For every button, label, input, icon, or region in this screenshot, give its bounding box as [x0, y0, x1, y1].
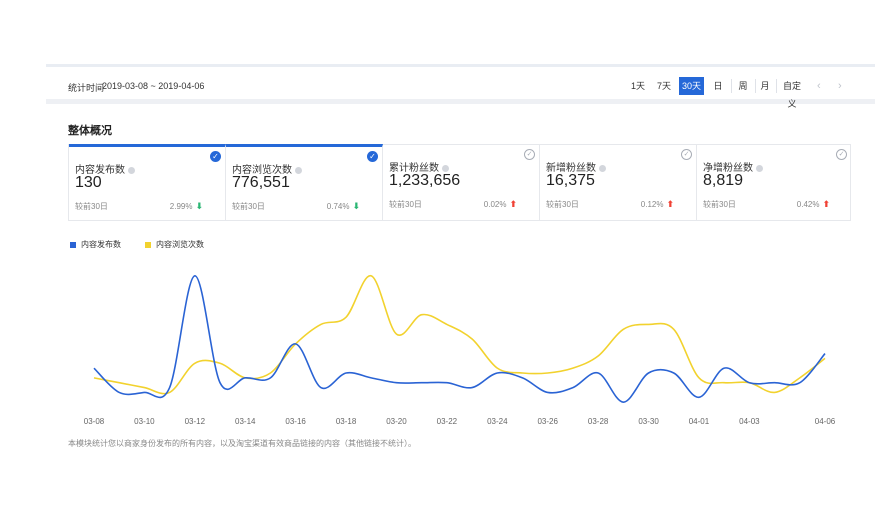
x-tick-label: 03-28: [588, 417, 609, 426]
x-tick-label: 04-06: [815, 417, 836, 426]
card-value: 1,233,656: [389, 172, 461, 189]
x-tick-label: 04-03: [739, 417, 760, 426]
card-compare-label: 较前30日: [232, 202, 265, 211]
x-tick-label: 03-12: [185, 417, 206, 426]
x-tick-label: 03-16: [285, 417, 306, 426]
info-icon[interactable]: [756, 164, 763, 172]
card-compare-label: 较前30日: [546, 200, 579, 209]
overview-panel: 统计时间 2019-03-08 ~ 2019-04-06 1天 7天 30天 日…: [46, 64, 875, 464]
chevron-left-icon[interactable]: ‹: [817, 80, 821, 92]
card-title: 净增粉丝数: [703, 159, 763, 174]
card-change: 0.02% ⬆: [483, 199, 517, 209]
card-change: 0.42% ⬆: [796, 199, 830, 209]
checkmark-icon: ✓: [836, 149, 847, 160]
x-tick-label: 03-30: [638, 417, 659, 426]
card-title: 内容浏览次数: [232, 161, 302, 176]
card-value: 16,375: [546, 172, 595, 189]
metric-card-total-fans[interactable]: ✓ 累计粉丝数 1,233,656 较前30日 0.02% ⬆: [383, 145, 540, 220]
legend-item-views[interactable]: 内容浏览次数: [145, 239, 204, 250]
card-change: 0.12% ⬆: [640, 199, 674, 209]
period-month[interactable]: 月: [760, 81, 770, 91]
card-value: 776,551: [232, 174, 290, 191]
info-icon[interactable]: [442, 164, 449, 172]
range-label: 统计时间: [68, 83, 105, 93]
custom-range-button[interactable]: 自定义: [782, 81, 801, 109]
card-compare-label: 较前30日: [703, 200, 736, 209]
metric-card-views[interactable]: ✓ 内容浏览次数 776,551 较前30日 0.74% ⬇: [226, 144, 383, 221]
toolbar-divider: [755, 79, 756, 93]
period-1day[interactable]: 1天: [630, 81, 645, 91]
checkmark-icon: ✓: [210, 151, 221, 162]
card-title: 累计粉丝数: [389, 159, 449, 174]
x-tick-label: 03-18: [336, 417, 357, 426]
metric-card-net-fans[interactable]: ✓ 净增粉丝数 8,819 较前30日 0.42% ⬆: [697, 145, 852, 220]
metric-card-new-fans[interactable]: ✓ 新增粉丝数 16,375 较前30日 0.12% ⬆: [540, 145, 697, 220]
x-tick-label: 03-26: [537, 417, 558, 426]
period-30day[interactable]: 30天: [679, 77, 704, 95]
card-value: 8,819: [703, 172, 744, 189]
x-tick-label: 03-08: [84, 417, 105, 426]
x-tick-label: 03-10: [134, 417, 155, 426]
legend-item-posts[interactable]: 内容发布数: [70, 239, 121, 250]
series-line-views: [93, 275, 826, 395]
checkmark-icon: ✓: [367, 151, 378, 162]
x-tick-label: 03-14: [235, 417, 256, 426]
arrow-down-icon: ⬇: [352, 201, 360, 211]
chevron-right-icon[interactable]: ›: [838, 80, 842, 92]
x-tick-label: 03-24: [487, 417, 508, 426]
info-icon[interactable]: [295, 166, 302, 174]
legend-swatch: [145, 241, 151, 248]
arrow-up-icon: ⬆: [666, 199, 674, 209]
section-title: 整体概况: [68, 125, 112, 137]
metric-cards: ✓ 内容发布数 130 较前30日 2.99% ⬇ ✓ 内容浏览次数 776,55…: [68, 144, 851, 221]
footnote: 本模块统计您以商家身份发布的所有内容，以及淘宝渠道有效商品链接的内容（其他链接不…: [68, 439, 416, 448]
range-value: 2019-03-08 ~ 2019-04-06: [102, 81, 205, 91]
info-icon[interactable]: [599, 164, 606, 172]
toolbar-divider: [731, 79, 732, 93]
info-icon[interactable]: [128, 166, 135, 174]
date-range-toolbar: 统计时间 2019-03-08 ~ 2019-04-06 1天 7天 30天 日…: [46, 67, 875, 109]
period-week[interactable]: 周: [738, 81, 748, 91]
x-tick-label: 03-22: [437, 417, 458, 426]
metric-card-posts[interactable]: ✓ 内容发布数 130 较前30日 2.99% ⬇: [69, 144, 226, 221]
line-chart: 03-08 03-10 03-12 03-14 03-16 03-18 03-20 03-22…: [84, 275, 836, 426]
period-7day[interactable]: 7天: [656, 81, 671, 91]
toolbar-divider: [776, 79, 777, 93]
arrow-up-icon: ⬆: [822, 199, 830, 209]
card-value: 130: [75, 174, 102, 191]
card-change: 2.99% ⬇: [169, 201, 203, 211]
arrow-down-icon: ⬇: [195, 201, 203, 211]
arrow-up-icon: ⬆: [509, 199, 517, 209]
card-change: 0.74% ⬇: [326, 201, 360, 211]
checkmark-icon: ✓: [524, 149, 535, 160]
card-title: 新增粉丝数: [546, 159, 606, 174]
card-compare-label: 较前30日: [75, 202, 108, 211]
card-title: 内容发布数: [75, 161, 135, 176]
checkmark-icon: ✓: [681, 149, 692, 160]
x-tick-label: 04-01: [689, 417, 710, 426]
x-tick-label: 03-20: [386, 417, 407, 426]
card-compare-label: 较前30日: [389, 200, 422, 209]
legend-swatch: [70, 241, 76, 248]
period-day[interactable]: 日: [713, 81, 723, 91]
